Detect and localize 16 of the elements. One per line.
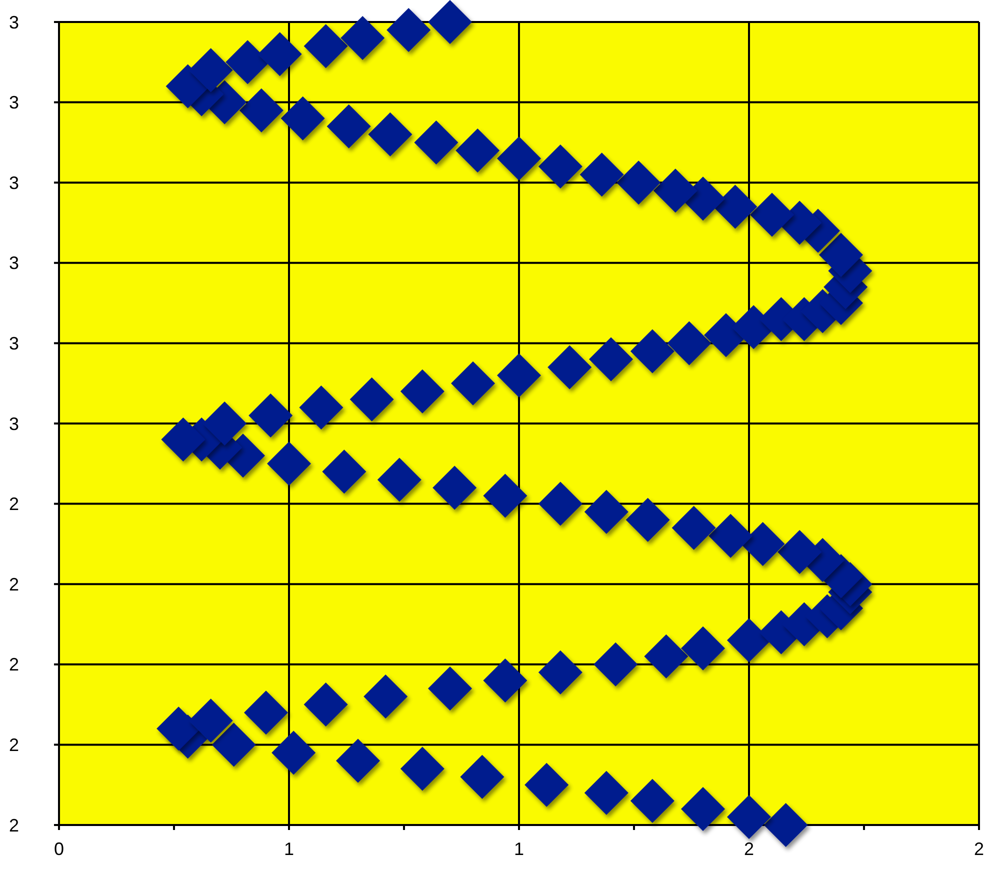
y-tick-label: 3	[8, 92, 20, 113]
y-tick-label: 3	[8, 12, 20, 32]
x-tick-label: 2	[744, 839, 754, 859]
x-tick-label: 2	[974, 839, 984, 859]
y-tick-label: 2	[8, 654, 20, 675]
y-tick-label: 2	[8, 494, 20, 514]
y-tick-label: 3	[8, 172, 20, 193]
y-tick-label: 3	[8, 414, 20, 434]
y-tick-label: 3	[8, 253, 20, 274]
x-tick-label: 1	[284, 839, 294, 859]
x-tick-label: 1	[514, 839, 524, 859]
y-tick-label: 3	[8, 334, 20, 354]
y-tick-label: 2	[8, 815, 20, 836]
y-tick-label: 2	[8, 574, 20, 594]
x-tick-label: 0	[54, 839, 64, 859]
y-tick-label: 2	[8, 735, 20, 755]
